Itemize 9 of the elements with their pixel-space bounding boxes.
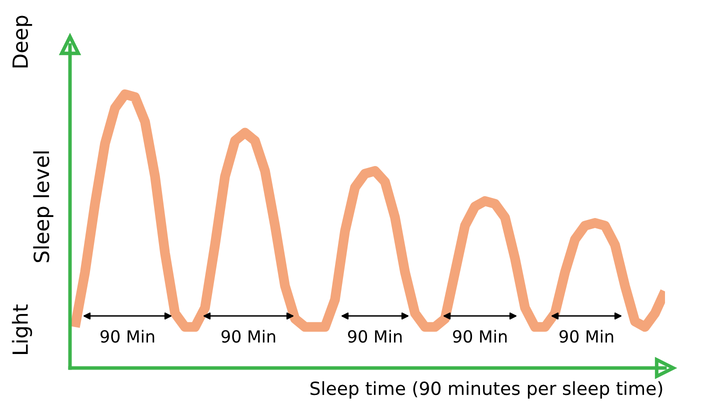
y-axis-title: Sleep level [33, 151, 54, 262]
x-axis-title: Sleep time (90 minutes per sleep time) [310, 381, 662, 399]
text: Deep [12, 16, 32, 68]
annotation: 90 Min [222, 330, 276, 343]
annotation: 90 Min [560, 330, 614, 343]
annotation: 90 Min [453, 330, 507, 343]
text: Light [12, 304, 32, 354]
annotation: 90 Min [348, 330, 402, 343]
annotation: 90 Min [100, 330, 154, 343]
